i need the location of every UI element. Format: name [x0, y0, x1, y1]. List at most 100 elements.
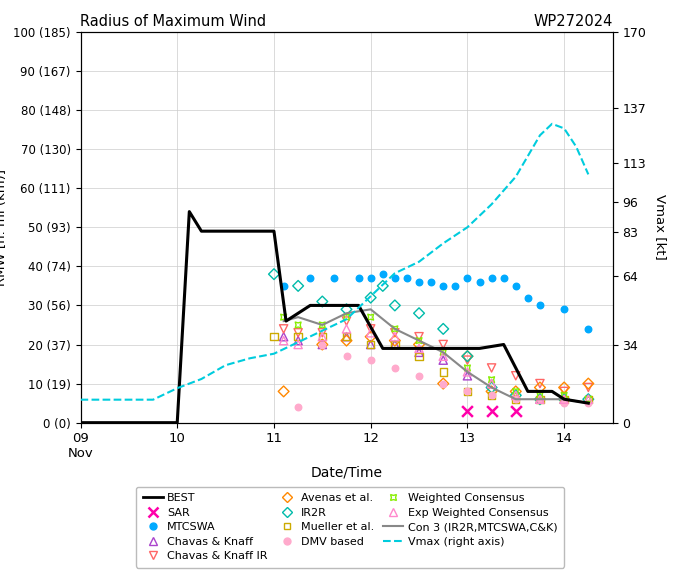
Exp Weighted Consensus — [462, 367, 473, 376]
Chavas & Knaff — [462, 371, 473, 380]
Con 3 (IR2R,MTCSWA,C&K) — [536, 396, 544, 403]
BEST — [76, 419, 85, 426]
Vmax (right axis) — [391, 270, 399, 277]
MTCSWA — [353, 273, 364, 283]
Chavas & Knaff IR — [341, 316, 352, 325]
Avenas et al. — [438, 379, 449, 388]
DMV based — [389, 364, 400, 373]
Vmax (right axis) — [487, 201, 496, 208]
Chavas & Knaff IR — [534, 379, 545, 388]
IR2R — [365, 293, 377, 302]
Weighted Consensus — [534, 391, 545, 400]
Chavas & Knaff — [341, 332, 352, 342]
MTCSWA — [414, 277, 425, 287]
Avenas et al. — [316, 340, 328, 349]
DMV based — [293, 402, 304, 412]
Avenas et al. — [341, 336, 352, 345]
Chavas & Knaff IR — [414, 332, 425, 342]
Mueller et al. — [389, 340, 400, 349]
Weighted Consensus — [559, 391, 570, 400]
MTCSWA — [278, 281, 289, 291]
Chavas & Knaff IR — [278, 324, 289, 334]
Con 3 (IR2R,MTCSWA,C&K) — [439, 349, 447, 356]
Con 3 (IR2R,MTCSWA,C&K) — [415, 337, 424, 344]
Line: BEST: BEST — [80, 212, 588, 423]
Con 3 (IR2R,MTCSWA,C&K) — [318, 321, 326, 328]
MTCSWA — [449, 281, 461, 291]
Weighted Consensus — [486, 375, 497, 384]
Chavas & Knaff — [486, 379, 497, 388]
Mueller et al. — [534, 395, 545, 404]
Avenas et al. — [510, 387, 522, 396]
IR2R — [559, 395, 570, 404]
Chavas & Knaff IR — [510, 371, 522, 380]
Exp Weighted Consensus — [486, 379, 497, 388]
MTCSWA — [534, 301, 545, 310]
Vmax (right axis) — [221, 362, 230, 369]
MTCSWA — [365, 273, 377, 283]
Mueller et al. — [316, 332, 328, 342]
Vmax (right axis) — [367, 293, 375, 300]
IR2R — [438, 324, 449, 334]
Chavas & Knaff — [389, 340, 400, 349]
BEST — [524, 388, 532, 395]
Chavas & Knaff — [534, 395, 545, 404]
Con 3 (IR2R,MTCSWA,C&K) — [487, 384, 496, 391]
BEST — [354, 302, 363, 309]
Weighted Consensus — [341, 313, 352, 322]
Chavas & Knaff — [278, 332, 289, 342]
Mueller et al. — [462, 387, 473, 396]
IR2R — [293, 281, 304, 291]
SAR — [486, 406, 497, 416]
Exp Weighted Consensus — [278, 336, 289, 345]
MTCSWA — [426, 277, 437, 287]
DMV based — [414, 371, 425, 380]
Avenas et al. — [414, 340, 425, 349]
Weighted Consensus — [278, 313, 289, 322]
Chavas & Knaff — [293, 336, 304, 345]
Chavas & Knaff IR — [293, 328, 304, 338]
X-axis label: Date/Time: Date/Time — [311, 466, 382, 480]
Avenas et al. — [582, 379, 594, 388]
Chavas & Knaff IR — [389, 328, 400, 338]
MTCSWA — [389, 273, 400, 283]
Y-axis label: RMW [n. mi (km)]: RMW [n. mi (km)] — [0, 168, 8, 286]
BEST — [548, 388, 556, 395]
MTCSWA — [486, 273, 497, 283]
Chavas & Knaff IR — [462, 356, 473, 365]
Chavas & Knaff IR — [438, 340, 449, 349]
Avenas et al. — [389, 336, 400, 345]
Mueller et al. — [582, 395, 594, 404]
Mueller et al. — [293, 332, 304, 342]
Y-axis label: Vmax [kt]: Vmax [kt] — [654, 195, 667, 260]
Exp Weighted Consensus — [510, 391, 522, 400]
Mueller et al. — [438, 367, 449, 376]
DMV based — [582, 398, 594, 408]
MTCSWA — [329, 273, 340, 283]
Mueller et al. — [341, 332, 352, 342]
MTCSWA — [582, 324, 594, 334]
BEST — [379, 345, 387, 352]
Exp Weighted Consensus — [534, 395, 545, 404]
BEST — [560, 396, 568, 403]
Exp Weighted Consensus — [293, 340, 304, 349]
IR2R — [414, 309, 425, 318]
IR2R — [582, 395, 594, 404]
Vmax (right axis) — [125, 396, 133, 403]
IR2R — [389, 301, 400, 310]
Weighted Consensus — [414, 336, 425, 345]
DMV based — [462, 387, 473, 396]
BEST — [584, 400, 592, 406]
Line: Con 3 (IR2R,MTCSWA,C&K): Con 3 (IR2R,MTCSWA,C&K) — [284, 309, 588, 403]
Vmax (right axis) — [294, 339, 302, 346]
Con 3 (IR2R,MTCSWA,C&K) — [463, 368, 472, 375]
IR2R — [462, 351, 473, 361]
Con 3 (IR2R,MTCSWA,C&K) — [584, 400, 592, 406]
DMV based — [438, 379, 449, 388]
Mueller et al. — [510, 395, 522, 404]
IR2R — [486, 383, 497, 392]
Chavas & Knaff — [559, 395, 570, 404]
Mueller et al. — [268, 332, 279, 342]
BEST — [197, 228, 206, 234]
MTCSWA — [510, 281, 522, 291]
